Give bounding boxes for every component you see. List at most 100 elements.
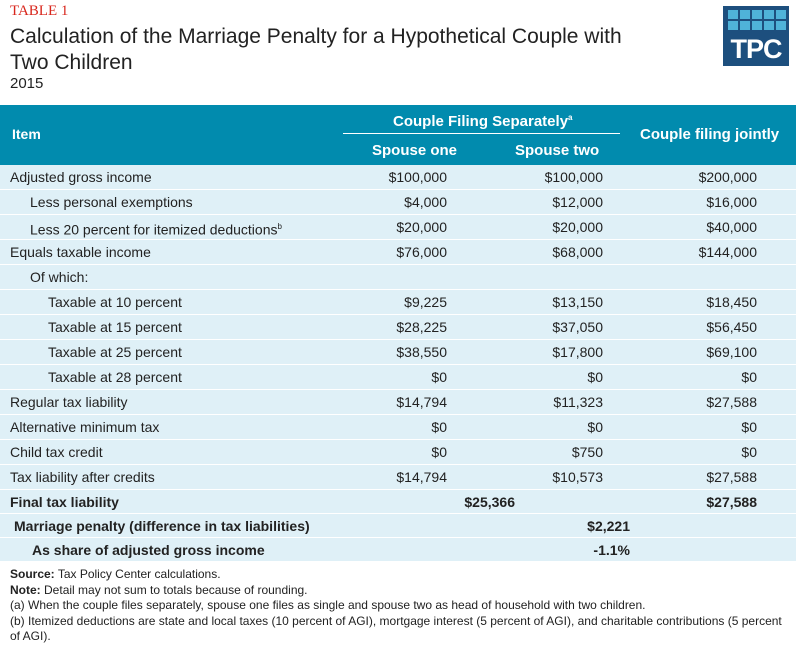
col-group-separate: Couple Filing Separatelya bbox=[393, 113, 573, 130]
cell-spouse-two: $11,323 bbox=[553, 394, 603, 410]
table-year: 2015 bbox=[10, 75, 44, 92]
table-label: TABLE 1 bbox=[10, 3, 69, 19]
table-row: Alternative minimum tax $0 $0 $0 bbox=[0, 415, 796, 439]
cell-spouse-one: $100,000 bbox=[388, 169, 447, 185]
cell-spouse-one: $14,794 bbox=[396, 394, 447, 410]
cell-spouse-one: $0 bbox=[431, 419, 447, 435]
table-row: Taxable at 15 percent $28,225 $37,050 $5… bbox=[0, 315, 796, 339]
cell-spouse-two: $0 bbox=[587, 419, 603, 435]
row-label-text: Equals taxable income bbox=[10, 244, 151, 260]
cell-spouse-two: $13,150 bbox=[552, 294, 603, 310]
source-label: Source: bbox=[10, 567, 55, 581]
cell-spouse-two: $37,050 bbox=[552, 319, 603, 335]
cell-spouse-two: $10,573 bbox=[552, 469, 603, 485]
row-label-text: Of which: bbox=[30, 269, 89, 285]
row-label: Child tax credit bbox=[10, 440, 103, 464]
share-row-cell: As share of adjusted gross income bbox=[32, 542, 265, 558]
row-label-text: Alternative minimum tax bbox=[10, 419, 160, 435]
cell-spouse-two: $100,000 bbox=[544, 169, 603, 185]
cell-joint: $16,000 bbox=[706, 194, 757, 210]
table-body: Adjusted gross income $100,000 $100,000 … bbox=[0, 165, 796, 562]
row-label: Taxable at 25 percent bbox=[48, 340, 182, 364]
table-row: Adjusted gross income $100,000 $100,000 … bbox=[0, 165, 796, 189]
cell-spouse-two: $20,000 bbox=[552, 219, 603, 235]
penalty-row: Marriage penalty (difference in tax liab… bbox=[0, 514, 796, 537]
cell-joint: $144,000 bbox=[698, 244, 757, 260]
row-label: Tax liability after credits bbox=[10, 465, 155, 489]
table-row: Taxable at 10 percent $9,225 $13,150 $18… bbox=[0, 290, 796, 314]
cell-joint: $56,450 bbox=[706, 319, 757, 335]
cell-joint: $69,100 bbox=[706, 344, 757, 360]
cell-spouse-two: $12,000 bbox=[552, 194, 603, 210]
cell-joint: $200,000 bbox=[698, 169, 757, 185]
final-row-cell: $27,588 bbox=[706, 494, 757, 510]
footnote-a: a bbox=[568, 113, 573, 122]
row-label-text: Taxable at 15 percent bbox=[48, 319, 182, 335]
source-text: Tax Policy Center calculations. bbox=[57, 567, 221, 581]
cell-spouse-one: $4,000 bbox=[404, 194, 447, 210]
cell-joint: $0 bbox=[741, 419, 757, 435]
row-label: Less personal exemptions bbox=[30, 190, 193, 214]
footnote-a-text: (a) When the couple files separately, sp… bbox=[10, 598, 646, 612]
row-label: Less 20 percent for itemized deductionsb bbox=[30, 215, 282, 242]
note-text: Detail may not sum to totals because of … bbox=[44, 582, 308, 597]
cell-spouse-one: $9,225 bbox=[404, 294, 447, 310]
footnote-b: b bbox=[277, 222, 282, 231]
row-label: Equals taxable income bbox=[10, 240, 151, 264]
row-label-text: Regular tax liability bbox=[10, 394, 128, 410]
row-label-text: Taxable at 10 percent bbox=[48, 294, 182, 310]
cell-spouse-one: $20,000 bbox=[396, 219, 447, 235]
final-row-cell: Final tax liability bbox=[10, 494, 119, 510]
table-row: Child tax credit $0 $750 $0 bbox=[0, 440, 796, 464]
cell-spouse-one: $0 bbox=[431, 369, 447, 385]
table-row: Less 20 percent for itemized deductionsb… bbox=[0, 215, 796, 239]
cell-spouse-one: $0 bbox=[431, 444, 447, 460]
row-label: Adjusted gross income bbox=[10, 165, 152, 189]
row-label: Taxable at 28 percent bbox=[48, 365, 182, 389]
footnote-b-text: (b) Itemized deductions are state and lo… bbox=[10, 613, 782, 644]
logo-text: TPC bbox=[730, 34, 783, 64]
cell-spouse-two: $0 bbox=[587, 369, 603, 385]
group-divider bbox=[343, 133, 620, 134]
cell-spouse-one: $38,550 bbox=[396, 344, 447, 360]
col-spouse-one: Spouse one bbox=[372, 142, 458, 159]
cell-joint: $27,588 bbox=[706, 469, 757, 485]
row-label: Regular tax liability bbox=[10, 390, 128, 414]
cell-joint: $0 bbox=[741, 444, 757, 460]
row-label-text: Child tax credit bbox=[10, 444, 103, 460]
table-header: Item Couple Filing Separatelya Spouse on… bbox=[0, 105, 796, 165]
cell-spouse-two: $68,000 bbox=[552, 244, 603, 260]
share-row-cell: -1.1% bbox=[593, 542, 630, 558]
row-label-text: Less personal exemptions bbox=[30, 194, 193, 210]
cell-spouse-one: $76,000 bbox=[396, 244, 447, 260]
row-label: Taxable at 15 percent bbox=[48, 315, 182, 339]
cell-spouse-two: $750 bbox=[571, 444, 603, 460]
cell-spouse-one: $14,794 bbox=[396, 469, 447, 485]
cell-spouse-one: $28,225 bbox=[396, 319, 447, 335]
row-label-text: Tax liability after credits bbox=[10, 469, 155, 485]
penalty-row-cell: Marriage penalty (difference in tax liab… bbox=[14, 518, 310, 534]
cell-joint: $0 bbox=[741, 369, 757, 385]
col-spouse-two: Spouse two bbox=[515, 142, 600, 159]
cell-spouse-two: $17,800 bbox=[552, 344, 603, 360]
row-label-text: Taxable at 28 percent bbox=[48, 369, 182, 385]
table-row: Regular tax liability $14,794 $11,323 $2… bbox=[0, 390, 796, 414]
notes: Source: Tax Policy Center calculations. … bbox=[10, 567, 790, 645]
table-row: Taxable at 28 percent $0 $0 $0 bbox=[0, 365, 796, 389]
row-label-text: Adjusted gross income bbox=[10, 169, 152, 185]
tpc-logo: TPC bbox=[723, 6, 789, 66]
cell-joint: $40,000 bbox=[706, 219, 757, 235]
page-title: Calculation of the Marriage Penalty for … bbox=[10, 25, 622, 74]
row-label-text: Taxable at 25 percent bbox=[48, 344, 182, 360]
final-row: Final tax liability $25,366 $27,588 bbox=[0, 490, 796, 513]
table-row: Tax liability after credits $14,794 $10,… bbox=[0, 465, 796, 489]
col-joint: Couple filing jointly bbox=[640, 126, 780, 143]
col-item: Item bbox=[12, 126, 41, 142]
row-label: Alternative minimum tax bbox=[10, 415, 159, 439]
penalty-row-cell: $2,221 bbox=[587, 518, 630, 534]
table-row: Less personal exemptions $4,000 $12,000 … bbox=[0, 190, 796, 214]
table-row: Equals taxable income $76,000 $68,000 $1… bbox=[0, 240, 796, 264]
note-label: Note: bbox=[10, 582, 41, 597]
final-row-cell: $25,366 bbox=[464, 494, 515, 510]
cell-joint: $27,588 bbox=[706, 394, 757, 410]
